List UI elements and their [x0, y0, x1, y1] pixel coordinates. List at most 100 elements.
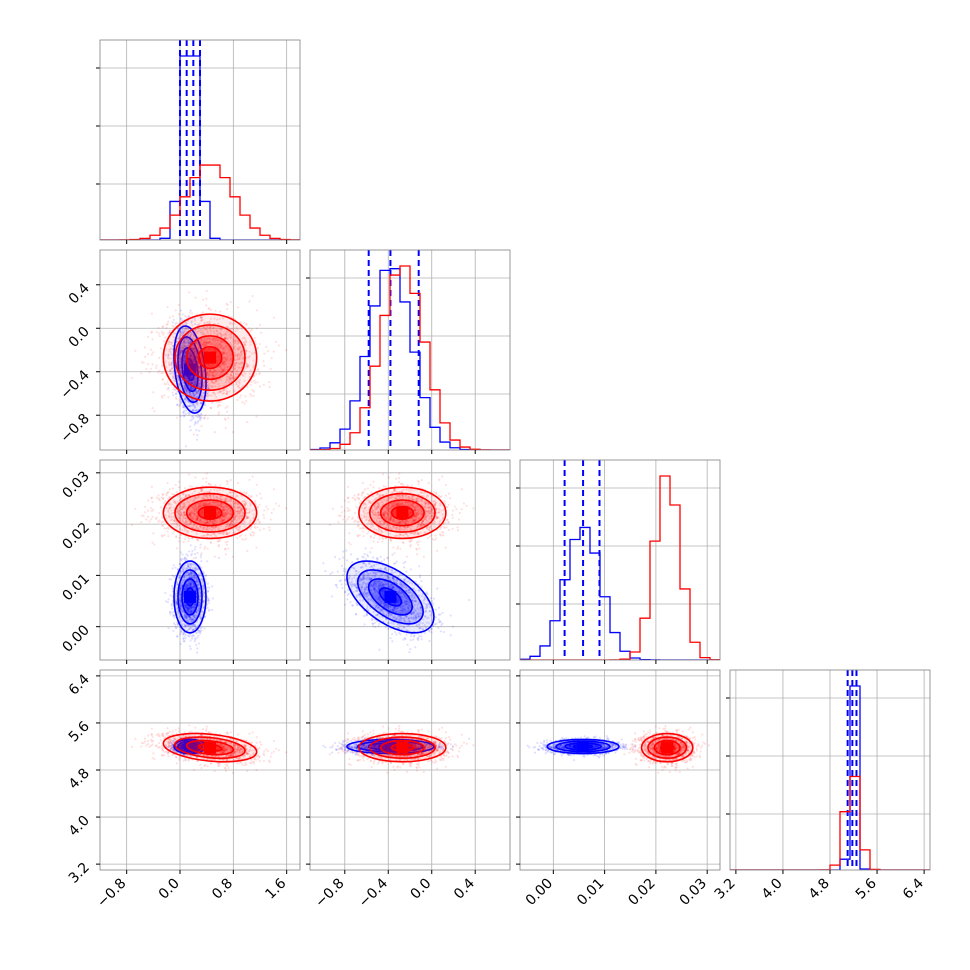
sample-point [240, 351, 243, 354]
sample-point [170, 361, 173, 365]
sample-point [215, 345, 218, 348]
sample-point [192, 359, 195, 363]
sample-point [192, 393, 195, 396]
sample-point [234, 372, 237, 376]
sample-point [205, 477, 208, 480]
sample-point [219, 378, 223, 381]
sample-point [183, 354, 186, 358]
sample-point [202, 342, 206, 346]
sample-point [237, 306, 240, 309]
sample-point [171, 372, 174, 375]
sample-point [199, 329, 203, 332]
sample-point [229, 479, 232, 482]
sample-point [193, 394, 196, 397]
sample-point [150, 507, 153, 510]
sample-point [182, 394, 185, 398]
sample-point [231, 377, 234, 380]
sample-point [171, 567, 174, 570]
sample-point [246, 363, 250, 367]
sample-point [197, 389, 200, 393]
sample-point [231, 383, 234, 387]
sample-point [193, 380, 196, 384]
sample-point [183, 386, 186, 390]
sample-point [221, 362, 224, 365]
sample-point [256, 381, 259, 384]
sample-point [168, 357, 171, 360]
sample-point [161, 325, 165, 328]
sample-point [187, 338, 190, 342]
sample-point [182, 640, 185, 643]
sample-point [236, 342, 239, 345]
sample-point [191, 637, 194, 640]
sample-point [174, 309, 177, 312]
sample-point [189, 392, 192, 395]
sample-point [175, 397, 178, 401]
sample-point [224, 553, 227, 556]
sample-point [203, 375, 206, 378]
sample-point [184, 412, 187, 416]
sample-point [164, 499, 167, 503]
sample-point [182, 414, 185, 417]
sample-point [175, 396, 178, 399]
sample-point [183, 385, 186, 388]
sample-point [172, 375, 175, 379]
sample-point [255, 309, 258, 312]
sample-point [171, 584, 174, 588]
panel-content [100, 40, 300, 240]
sample-point [265, 505, 268, 508]
sample-point [180, 388, 183, 392]
sample-point [204, 414, 207, 417]
sample-point [188, 351, 191, 354]
sample-point [217, 404, 220, 407]
sample-point [207, 601, 210, 604]
sample-point [164, 354, 168, 357]
sample-point [172, 318, 175, 321]
sample-point [230, 353, 233, 356]
sample-point [198, 365, 201, 368]
sample-point [191, 408, 194, 412]
sample-point [170, 352, 173, 355]
sample-point [198, 370, 202, 373]
sample-point [196, 647, 199, 650]
panel-content [310, 250, 510, 450]
sample-point [158, 334, 161, 338]
sample-point [146, 362, 150, 366]
sample-point [222, 347, 225, 350]
sample-point [163, 382, 166, 386]
sample-point [201, 311, 205, 314]
sample-point [207, 385, 210, 388]
sample-point [217, 556, 221, 559]
sample-point [277, 504, 281, 507]
sample-point [175, 353, 178, 356]
sample-point [178, 363, 181, 366]
sample-point [187, 328, 190, 331]
sample-point [200, 416, 203, 419]
sample-point [211, 343, 214, 346]
sample-point [183, 386, 186, 389]
sample-point [191, 381, 194, 384]
sample-point [217, 413, 220, 416]
sample-point [249, 383, 252, 386]
sample-point [225, 302, 228, 305]
sample-point [258, 342, 261, 346]
sample-point [197, 366, 201, 369]
sample-point [180, 372, 183, 375]
sample-point [221, 368, 224, 372]
y-tick-label: −0.8 [57, 411, 92, 446]
sample-point [229, 349, 232, 352]
sample-point [178, 357, 182, 360]
sample-point [183, 357, 186, 360]
sample-point [183, 632, 187, 635]
sample-point [193, 361, 196, 364]
sample-point [213, 375, 216, 378]
sample-point [170, 367, 174, 370]
sample-point [183, 355, 186, 358]
sample-point [178, 360, 181, 363]
sample-point [186, 378, 189, 382]
sample-point [189, 429, 192, 432]
sample-point [188, 355, 191, 358]
sample-point [182, 323, 185, 326]
sample-point [189, 334, 192, 337]
sample-point [236, 347, 239, 350]
sample-point [152, 508, 155, 511]
